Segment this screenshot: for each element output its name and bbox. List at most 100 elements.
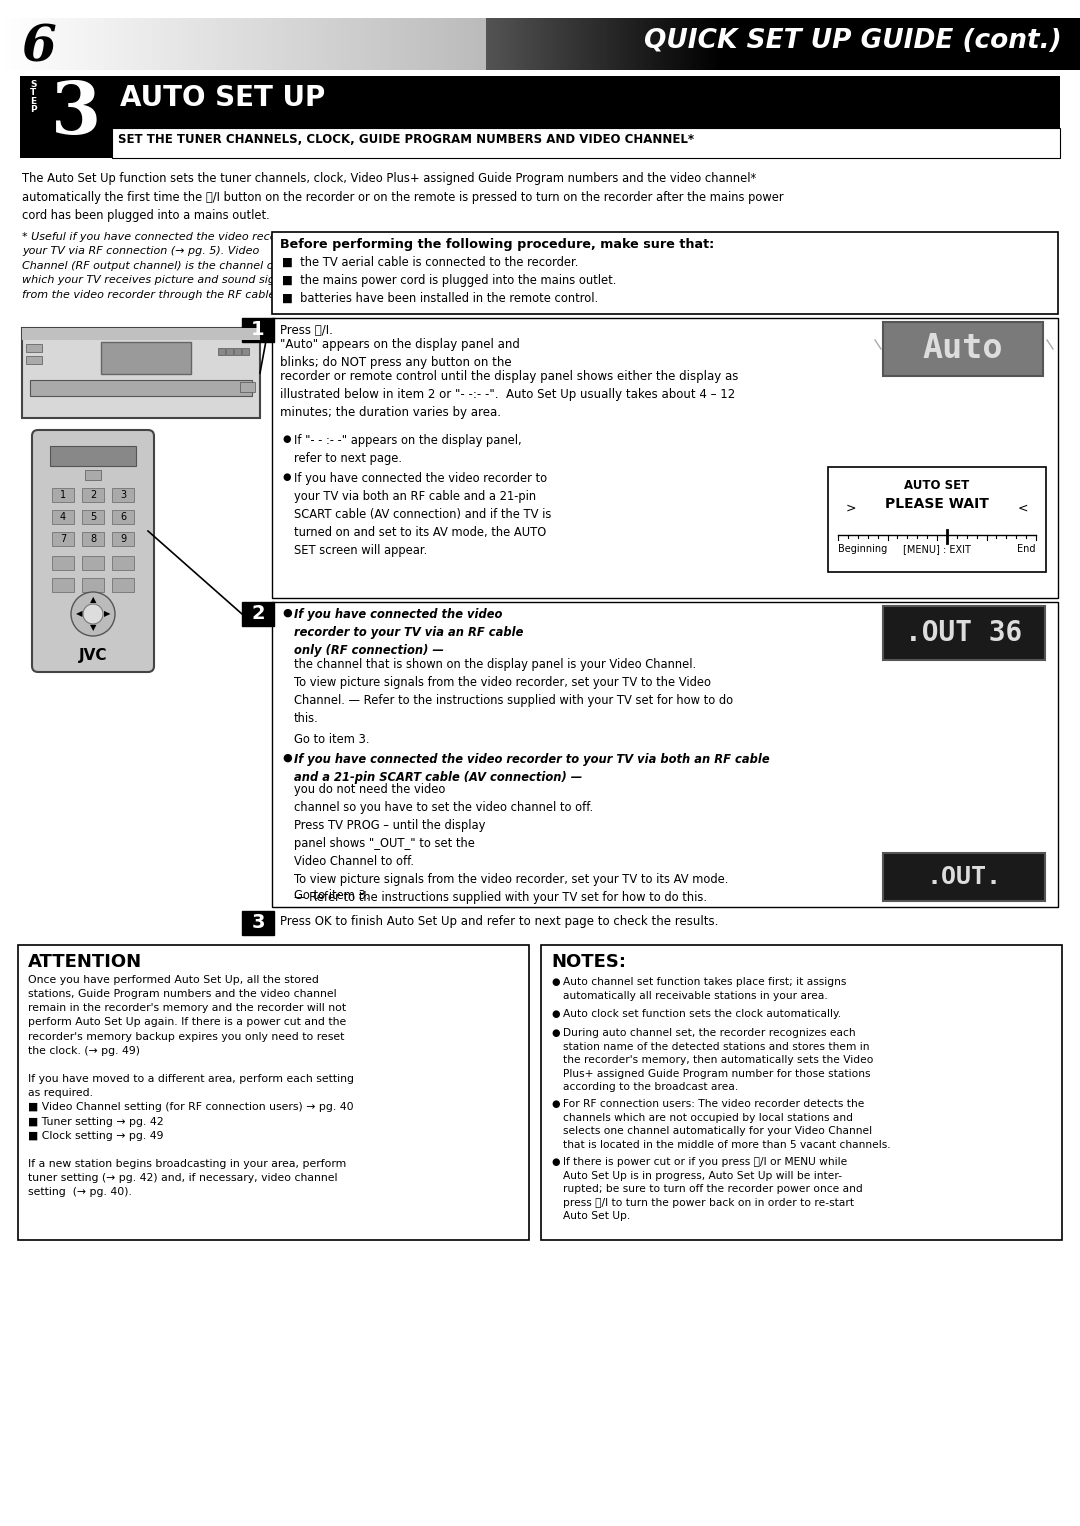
Text: SET THE TUNER CHANNELS, CLOCK, GUIDE PROGRAM NUMBERS AND VIDEO CHANNEL*: SET THE TUNER CHANNELS, CLOCK, GUIDE PRO…: [118, 133, 694, 146]
Bar: [156, 18, 159, 70]
Bar: [635, 18, 638, 70]
Bar: [698, 18, 701, 70]
Bar: [512, 18, 515, 70]
Bar: [41, 18, 44, 70]
Bar: [257, 18, 260, 70]
Text: 3: 3: [51, 78, 102, 150]
Bar: [739, 18, 742, 70]
Bar: [130, 18, 133, 70]
Bar: [145, 18, 148, 70]
Bar: [719, 18, 723, 70]
Bar: [160, 18, 163, 70]
Bar: [814, 18, 818, 70]
Bar: [687, 18, 690, 70]
Bar: [89, 18, 92, 70]
Bar: [989, 18, 993, 70]
Bar: [812, 18, 815, 70]
Bar: [505, 18, 509, 70]
Bar: [378, 18, 381, 70]
Bar: [482, 18, 485, 70]
Bar: [531, 18, 535, 70]
Bar: [298, 18, 301, 70]
Bar: [73, 18, 77, 70]
Bar: [203, 18, 206, 70]
Bar: [730, 18, 733, 70]
Bar: [136, 18, 139, 70]
Bar: [557, 18, 561, 70]
Bar: [242, 18, 245, 70]
Bar: [717, 18, 720, 70]
Bar: [313, 18, 316, 70]
Bar: [106, 18, 109, 70]
FancyBboxPatch shape: [32, 430, 154, 671]
Bar: [110, 18, 113, 70]
Text: 3: 3: [120, 490, 126, 501]
Bar: [186, 18, 189, 70]
Bar: [978, 18, 982, 70]
Bar: [713, 18, 716, 70]
Bar: [300, 18, 303, 70]
Bar: [4, 18, 8, 70]
Bar: [436, 18, 440, 70]
Bar: [447, 18, 450, 70]
Text: ●: ●: [551, 1157, 559, 1167]
Bar: [168, 18, 172, 70]
Bar: [866, 18, 869, 70]
Bar: [541, 945, 1062, 1241]
Bar: [536, 18, 539, 70]
Bar: [495, 18, 498, 70]
Bar: [631, 18, 634, 70]
Text: 1: 1: [252, 320, 265, 339]
Text: ●: ●: [282, 752, 292, 763]
Bar: [672, 18, 675, 70]
Bar: [22, 18, 25, 70]
Bar: [173, 18, 176, 70]
Bar: [715, 18, 718, 70]
Bar: [529, 18, 532, 70]
Bar: [1009, 18, 1012, 70]
Bar: [268, 18, 271, 70]
Bar: [654, 18, 658, 70]
Bar: [890, 18, 893, 70]
Bar: [691, 18, 694, 70]
Text: If "- - :- -" appears on the display panel,
refer to next page.: If "- - :- -" appears on the display pan…: [294, 433, 522, 465]
Bar: [864, 18, 867, 70]
Bar: [2, 18, 5, 70]
Bar: [1078, 18, 1080, 70]
Bar: [112, 128, 1059, 159]
Bar: [112, 578, 134, 592]
Bar: [551, 18, 554, 70]
Bar: [510, 18, 513, 70]
Bar: [93, 18, 96, 70]
Bar: [674, 18, 677, 70]
Text: Press ⏻/I.: Press ⏻/I.: [280, 324, 333, 337]
Bar: [650, 18, 653, 70]
Bar: [328, 18, 332, 70]
Bar: [737, 18, 740, 70]
Text: ATTENTION: ATTENTION: [28, 954, 143, 971]
Bar: [207, 18, 211, 70]
Bar: [229, 18, 232, 70]
Text: 6: 6: [22, 24, 57, 73]
Bar: [827, 18, 831, 70]
Bar: [633, 18, 636, 70]
Bar: [1011, 18, 1014, 70]
Text: Before performing the following procedure, make sure that:: Before performing the following procedur…: [280, 238, 714, 250]
Bar: [451, 18, 455, 70]
Bar: [708, 18, 712, 70]
Bar: [538, 18, 541, 70]
Bar: [384, 18, 388, 70]
Bar: [248, 18, 252, 70]
Bar: [1002, 18, 1005, 70]
Bar: [244, 18, 247, 70]
Bar: [924, 18, 928, 70]
Bar: [553, 18, 556, 70]
Bar: [255, 18, 258, 70]
Bar: [333, 18, 336, 70]
Bar: [616, 18, 619, 70]
Bar: [311, 18, 314, 70]
Bar: [283, 18, 286, 70]
Bar: [406, 18, 409, 70]
Text: Once you have performed Auto Set Up, all the stored
stations, Guide Program numb: Once you have performed Auto Set Up, all…: [28, 975, 354, 1198]
Bar: [987, 18, 990, 70]
